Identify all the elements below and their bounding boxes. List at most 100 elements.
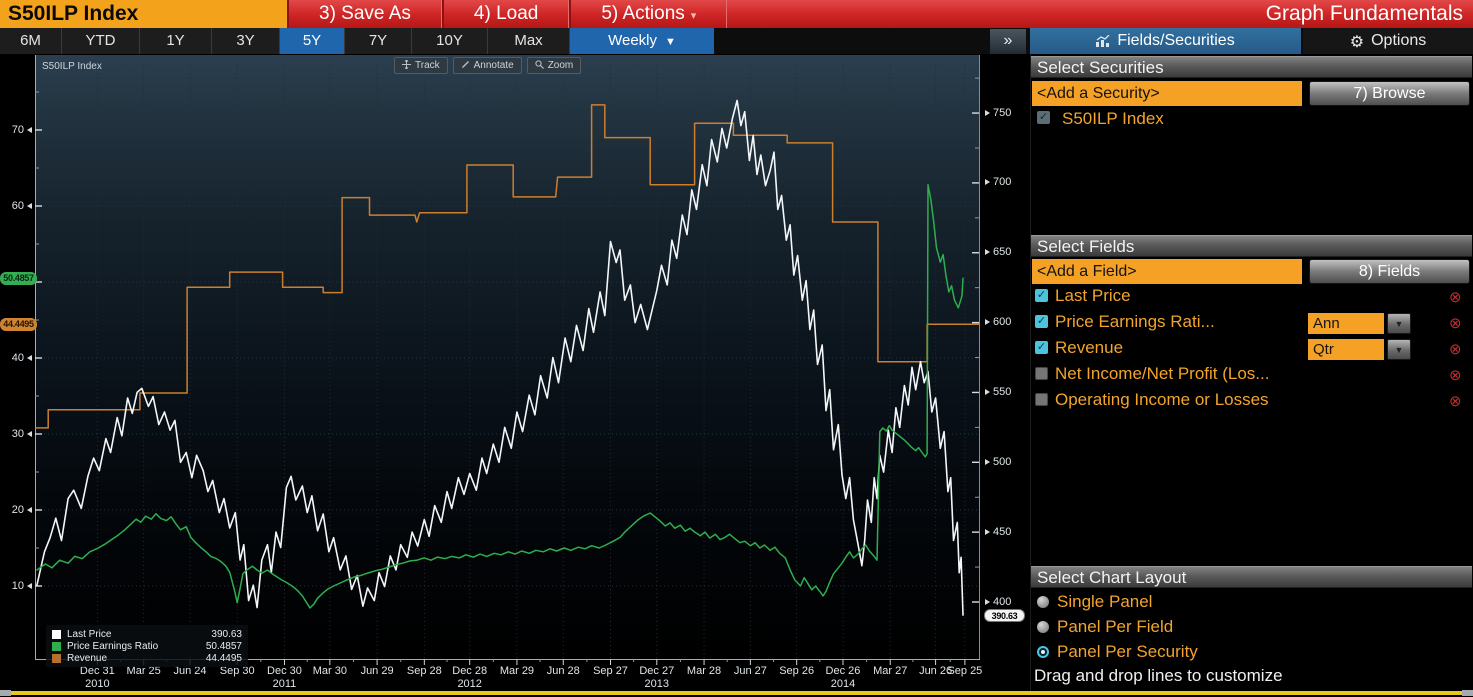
zoom-button[interactable]: Zoom	[526, 57, 582, 74]
security-checkbox[interactable]: ✓	[1037, 111, 1050, 124]
expand-panel-button[interactable]: »	[990, 29, 1026, 54]
save-as-button[interactable]: 3) Save As	[287, 0, 442, 28]
field-checkbox-3[interactable]: ✓	[1035, 341, 1048, 354]
security-ticker[interactable]: S50ILP Index	[0, 0, 287, 28]
periodicity-dropdown[interactable]: Weekly ▼	[570, 28, 714, 54]
field-label[interactable]: Price Earnings Rati...	[1055, 312, 1215, 331]
fields-securities-panel: Select Securities <Add a Security> 7) Br…	[1030, 54, 1473, 692]
legend-swatch	[52, 653, 61, 663]
right-axis-tick-500: 500	[985, 455, 1011, 468]
legend-label: Price Earnings Ratio	[67, 640, 159, 652]
add-field-input[interactable]: <Add a Field>	[1032, 259, 1302, 284]
range-tab-max[interactable]: Max	[488, 28, 570, 54]
field-checkbox-1[interactable]: ✓	[1035, 289, 1048, 302]
load-button[interactable]: 4) Load	[441, 0, 570, 28]
layout-radio-panel-per-field[interactable]	[1037, 621, 1049, 633]
remove-field-button[interactable]: ⊗	[1449, 341, 1462, 358]
tab-options[interactable]: ⚙ Options	[1303, 28, 1473, 54]
browse-button[interactable]: 7) Browse	[1309, 81, 1470, 106]
period-select[interactable]: Ann	[1308, 313, 1384, 334]
remove-field-button[interactable]: ⊗	[1449, 393, 1462, 410]
remove-field-button[interactable]: ⊗	[1449, 315, 1462, 332]
tick-arrow-icon	[27, 126, 32, 133]
right-axis-tick-550: 550	[985, 385, 1011, 398]
period-select-arrow[interactable]: ▼	[1387, 313, 1411, 334]
layout-option-label[interactable]: Panel Per Security	[1057, 642, 1198, 661]
annotate-button[interactable]: Annotate	[452, 57, 522, 74]
x-axis-label: Dec 26	[825, 665, 861, 677]
range-tab-6m[interactable]: 6M	[0, 28, 62, 54]
select-fields-header: Select Fields	[1031, 235, 1472, 257]
legend-row: Revenue 44.4495	[52, 652, 242, 664]
field-checkbox-4[interactable]	[1035, 367, 1048, 380]
tick-arrow-icon	[27, 506, 32, 513]
right-axis-tick-400: 400	[985, 595, 1011, 608]
x-axis-label: Sep 30	[219, 665, 255, 677]
select-securities-header: Select Securities	[1031, 56, 1472, 78]
tick-arrow-icon	[985, 388, 990, 395]
security-item-label[interactable]: S50ILP Index	[1062, 109, 1164, 128]
caret-down-icon: ▾	[690, 10, 697, 22]
layout-radio-panel-per-security[interactable]	[1037, 646, 1049, 658]
chevron-down-icon: ▼	[665, 36, 676, 48]
field-checkbox-5[interactable]	[1035, 393, 1048, 406]
field-label[interactable]: Revenue	[1055, 338, 1124, 357]
x-axis-label: Mar 28	[686, 665, 722, 677]
tab-fields-securities[interactable]: Fields/Securities	[1030, 28, 1301, 54]
range-tab-ytd[interactable]: YTD	[62, 28, 140, 54]
scrollbar-left-cap[interactable]	[0, 690, 11, 696]
x-axis-label: Jun 28	[546, 665, 580, 677]
price-chart[interactable]	[35, 55, 980, 668]
x-axis-year-label: 2013	[644, 678, 670, 690]
bottom-scrollbar[interactable]	[0, 691, 1473, 695]
x-axis-label: Jun 27	[733, 665, 767, 677]
legend-row: Last Price 390.63	[52, 628, 242, 640]
left-axis-tick-70: 70	[2, 123, 32, 136]
tick-arrow-icon	[27, 430, 32, 437]
period-select-arrow[interactable]: ▼	[1387, 339, 1411, 360]
x-axis-year-label: 2012	[457, 678, 482, 690]
remove-field-button[interactable]: ⊗	[1449, 367, 1462, 384]
series-price-earnings-ratio	[36, 183, 964, 609]
revenue-last-value-badge: 44.4495	[0, 318, 37, 332]
tick-arrow-icon	[985, 179, 990, 186]
actions-button[interactable]: 5) Actions ▾	[569, 0, 728, 28]
field-label[interactable]: Net Income/Net Profit (Los...	[1055, 364, 1270, 383]
field-checkbox-2[interactable]: ✓	[1035, 315, 1048, 328]
top-bar: S50ILP Index 3) Save As 4) Load 5) Actio…	[0, 0, 1473, 28]
range-tab-7y[interactable]: 7Y	[345, 28, 412, 54]
pencil-icon	[461, 60, 470, 72]
magnifier-icon	[535, 59, 544, 72]
fields-button[interactable]: 8) Fields	[1309, 259, 1470, 284]
right-axis-tick-600: 600	[985, 316, 1011, 329]
x-axis-label: Dec 27	[639, 665, 675, 677]
range-tab-10y[interactable]: 10Y	[412, 28, 488, 54]
layout-option-label[interactable]: Panel Per Field	[1057, 617, 1174, 636]
x-axis-label: Jun 24	[173, 665, 207, 677]
tick-arrow-icon	[27, 354, 32, 361]
track-button[interactable]: Track	[394, 57, 448, 74]
pe-last-value-badge: 50.4857	[0, 272, 37, 286]
range-tab-5y[interactable]: 5Y	[280, 28, 345, 54]
field-label[interactable]: Last Price	[1055, 286, 1131, 305]
chart-toolbar: Track Annotate Zoom	[394, 57, 582, 74]
x-axis-label: Dec 28	[452, 665, 488, 677]
layout-radio-single-panel[interactable]	[1037, 596, 1049, 608]
range-tab-1y[interactable]: 1Y	[140, 28, 212, 54]
page-title: Graph Fundamentals	[1265, 2, 1463, 25]
range-tab-3y[interactable]: 3Y	[212, 28, 280, 54]
legend-swatch	[52, 629, 61, 639]
period-select[interactable]: Qtr	[1308, 339, 1384, 360]
layout-option-label[interactable]: Single Panel	[1057, 592, 1153, 611]
scrollbar-right-cap[interactable]	[1462, 690, 1473, 696]
legend-swatch	[52, 641, 61, 651]
tick-arrow-icon	[985, 109, 990, 116]
field-label[interactable]: Operating Income or Losses	[1055, 390, 1269, 409]
range-toolbar: 6M YTD 1Y 3Y 5Y 7Y 10Y Max Weekly ▼ » Fields/Sec…	[0, 28, 1473, 54]
add-security-input[interactable]: <Add a Security>	[1032, 81, 1302, 106]
remove-field-button[interactable]: ⊗	[1449, 289, 1462, 306]
chart-legend: Last Price 390.63 Price Earnings Ratio 50.4…	[46, 625, 248, 667]
right-axis-tick-450: 450	[985, 525, 1011, 538]
x-axis-label: Mar 25	[126, 665, 161, 677]
